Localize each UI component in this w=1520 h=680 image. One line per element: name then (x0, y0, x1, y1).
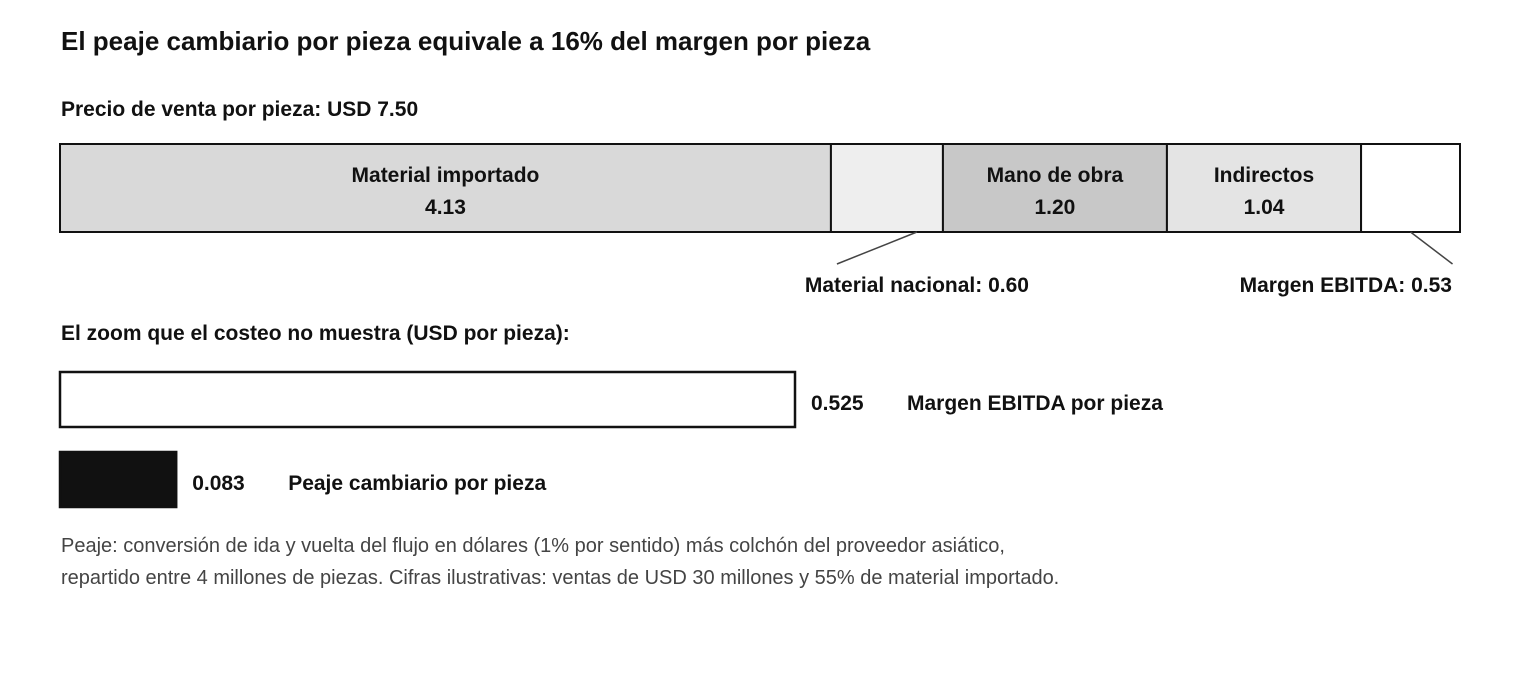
callout-label-margen-ebitda: Margen EBITDA: 0.53 (1240, 274, 1452, 297)
zoom-label-peaje-cambiario-por-pieza: Peaje cambiario por pieza (288, 472, 546, 495)
stacked-segment-material-nacional (829, 143, 944, 233)
chart-title: El peaje cambiario por pieza equivale a … (61, 26, 871, 56)
zoom-bar-margen-ebitda-por-pieza (58, 370, 797, 429)
callout-line-margen-ebitda (1410, 231, 1453, 265)
price-label: Precio de venta por pieza: USD 7.50 (61, 98, 419, 121)
zoom-value-margen-ebitda-por-pieza: 0.525 (811, 392, 864, 415)
zoom-title: El zoom que el costeo no muestra (USD po… (61, 322, 570, 345)
footnote: Peaje: conversión de ida y vuelta del fl… (61, 530, 1261, 594)
zoom-label-margen-ebitda-por-pieza: Margen EBITDA por pieza (907, 392, 1163, 415)
callout-line-material-nacional (836, 231, 918, 265)
stacked-segment-margen-ebitda (1360, 143, 1461, 233)
segment-label-mano-de-obra: Mano de obra (987, 164, 1124, 187)
callout-label-material-nacional: Material nacional: 0.60 (805, 274, 1029, 297)
stacked-bar-outline (59, 143, 1461, 233)
segment-value-material-importado: 4.13 (425, 196, 466, 219)
footnote-line-1: Peaje: conversión de ida y vuelta del fl… (61, 535, 1005, 557)
segment-label-material-importado: Material importado (352, 164, 540, 187)
segment-value-indirectos: 1.04 (1244, 196, 1285, 219)
footnote-line-2: repartido entre 4 millones de piezas. Ci… (61, 567, 1060, 589)
segment-label-indirectos: Indirectos (1214, 164, 1314, 187)
stacked-segment-mano-de-obra (941, 143, 1168, 233)
segment-value-mano-de-obra: 1.20 (1034, 196, 1075, 219)
zoom-bar-peaje-cambiario-por-pieza (58, 450, 178, 509)
zoom-value-peaje-cambiario-por-pieza: 0.083 (192, 472, 245, 495)
